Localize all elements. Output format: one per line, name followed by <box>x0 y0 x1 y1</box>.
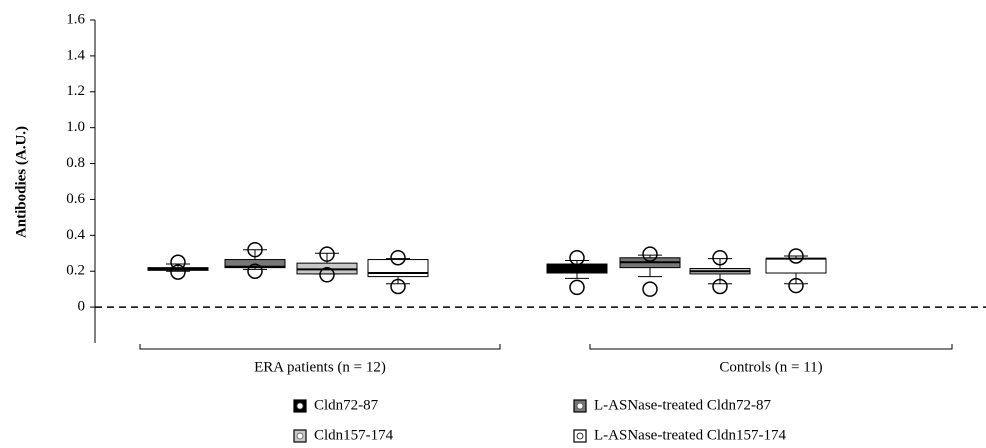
outlier <box>712 250 728 266</box>
outlier <box>247 263 263 279</box>
outlier <box>569 250 585 266</box>
legend-label: Cldn157-174 <box>314 427 394 443</box>
outlier <box>319 267 335 283</box>
group-label: Controls (n = 11) <box>719 359 822 375</box>
outlier <box>170 264 186 280</box>
outlier <box>319 246 335 262</box>
outlier <box>712 278 728 295</box>
group-label: ERA patients (n = 12) <box>254 359 386 375</box>
y-tick-label: 0.6 <box>66 191 85 207</box>
legend-label: L-ASNase-treated Cldn72-87 <box>594 397 772 413</box>
y-tick-label: 1.6 <box>66 11 85 27</box>
outlier <box>390 278 406 295</box>
outlier <box>390 250 406 266</box>
group-bracket <box>139 344 501 350</box>
outlier <box>642 281 658 297</box>
y-tick-label: 0.8 <box>66 155 85 171</box>
outlier <box>569 279 585 296</box>
legend-swatch-inner <box>576 432 584 440</box>
legend-swatch-inner <box>296 432 304 440</box>
y-tick-label: 1.0 <box>66 119 85 135</box>
group-bracket <box>589 344 953 350</box>
legend-label: Cldn72-87 <box>314 397 379 413</box>
outlier <box>170 254 186 270</box>
y-tick-label: 0 <box>78 299 86 315</box>
outlier <box>788 248 804 264</box>
legend-swatch-inner <box>296 402 304 410</box>
legend-swatch-inner <box>576 402 584 410</box>
box <box>367 259 429 278</box>
outlier <box>247 241 263 258</box>
y-tick-label: 0.2 <box>66 263 85 279</box>
legend-label: L-ASNase-treated Cldn157-174 <box>594 427 787 443</box>
box <box>765 258 827 274</box>
y-tick-label: 1.2 <box>66 83 85 99</box>
y-tick-label: 0.4 <box>66 227 85 243</box>
outlier <box>642 246 658 262</box>
y-axis-label: Antibodies (A.U.) <box>13 126 29 238</box>
outlier <box>788 277 804 294</box>
y-tick-label: 1.4 <box>66 47 85 63</box>
